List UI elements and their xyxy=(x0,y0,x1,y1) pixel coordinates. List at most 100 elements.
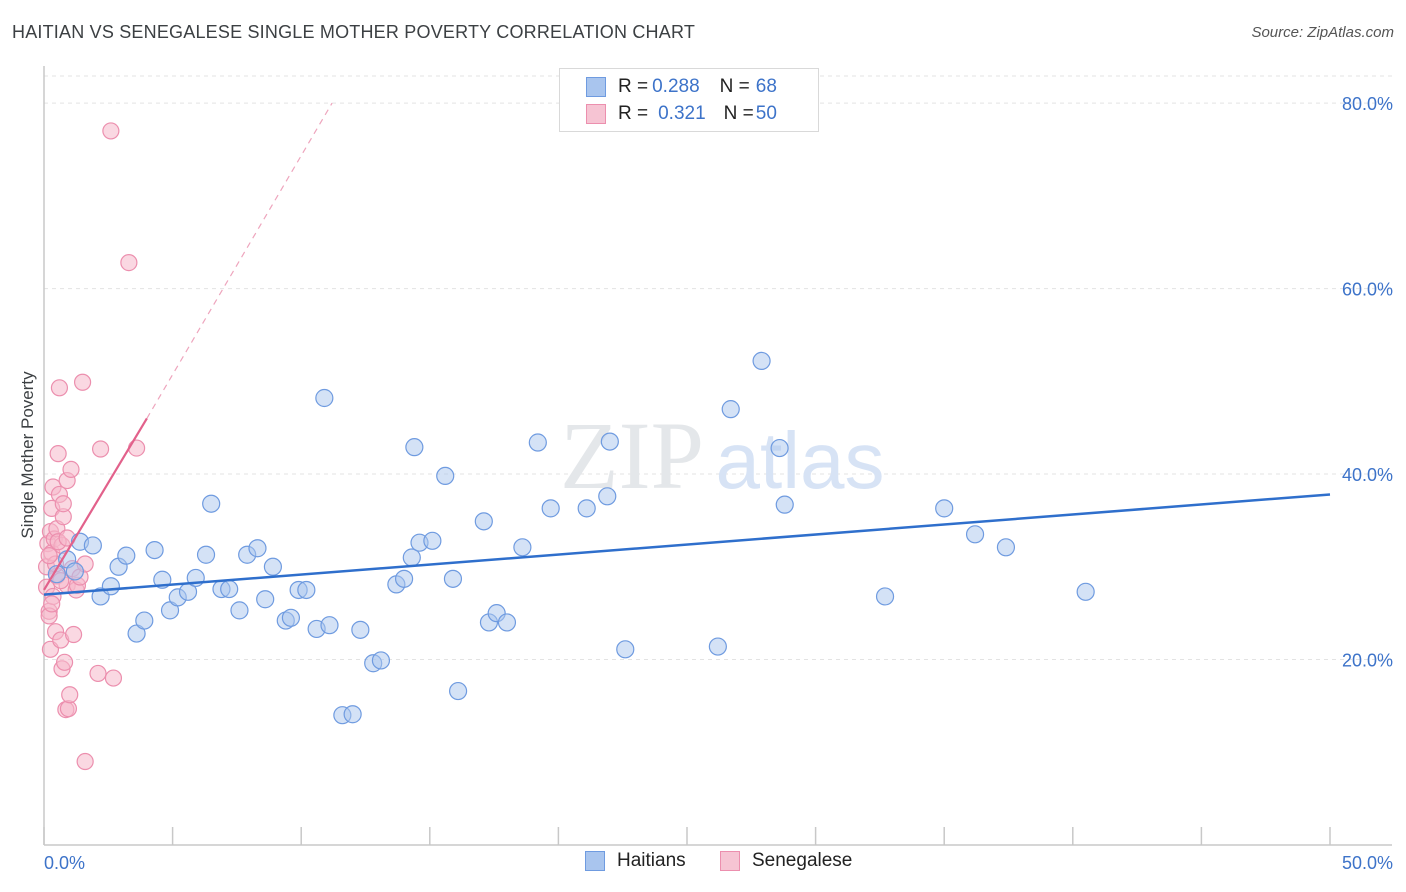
legend-n-value: 68 xyxy=(755,76,777,97)
legend-n-value: 50 xyxy=(755,103,777,124)
haitians-point xyxy=(600,432,619,451)
senegalese-point xyxy=(61,686,79,704)
haitians-point xyxy=(474,512,493,531)
correlation-legend: R = 0.288 N = 68 R = 0.321 N = 50 xyxy=(559,68,819,132)
haitians-point xyxy=(875,587,895,606)
axis-ticks xyxy=(43,827,1331,845)
haitians-point xyxy=(135,611,154,630)
x-tick-label: 0.0% xyxy=(44,853,85,873)
haitians-point xyxy=(577,499,596,518)
haitians-point xyxy=(721,400,740,419)
senegalese-point xyxy=(89,664,107,683)
senegalese-points xyxy=(37,122,146,771)
legend-r-value: 0.288 xyxy=(652,76,700,97)
haitians-point xyxy=(775,495,794,514)
y-tick-label: 20.0% xyxy=(1342,651,1393,671)
y-tick-label: 40.0% xyxy=(1342,465,1393,485)
haitians-point xyxy=(101,577,120,596)
senegalese-point xyxy=(76,752,94,771)
haitians-trend-line xyxy=(43,493,1331,596)
haitians-point xyxy=(423,531,442,550)
legend-r-value: 0.321 xyxy=(658,103,706,124)
haitians-point xyxy=(117,546,136,565)
axes xyxy=(43,66,1392,846)
watermark-zip: ZIP xyxy=(560,402,704,509)
haitians-point xyxy=(965,525,985,544)
haitians-points xyxy=(47,351,1095,725)
y-axis-label: Single Mother Poverty xyxy=(18,371,37,539)
haitians-legend-swatch xyxy=(585,851,605,871)
haitians-point xyxy=(935,499,954,518)
haitians-point xyxy=(230,601,249,620)
haitians-point xyxy=(616,640,635,659)
haitians-point xyxy=(752,351,771,371)
haitians-point xyxy=(443,569,463,588)
haitians-point xyxy=(47,565,66,584)
haitians-point xyxy=(248,539,267,558)
haitians-point xyxy=(513,538,532,557)
haitians-point xyxy=(1076,582,1095,601)
haitians-point xyxy=(320,616,339,635)
senegalese-point xyxy=(127,439,146,457)
watermark-atlas: atlas xyxy=(716,416,885,505)
senegalese-point xyxy=(73,373,92,391)
haitians-point xyxy=(996,538,1016,557)
senegalese-point xyxy=(50,379,69,397)
haitians-point xyxy=(196,545,216,564)
haitians-point xyxy=(371,651,391,670)
senegalese-trend-line xyxy=(43,417,148,591)
chart-title: HAITIAN VS SENEGALESE SINGLE MOTHER POVE… xyxy=(12,22,696,42)
haitians-point xyxy=(263,557,283,576)
haitians-point xyxy=(770,438,789,458)
haitians-point xyxy=(708,637,727,656)
haitians-swatch xyxy=(586,77,606,97)
y-tick-label: 80.0% xyxy=(1342,94,1393,114)
haitians-point xyxy=(541,499,560,518)
haitians-point xyxy=(394,569,414,588)
haitians-point xyxy=(83,536,102,555)
haitians-point xyxy=(297,580,316,600)
trend-lines xyxy=(43,102,1331,596)
senegalese-legend-label: Senegalese xyxy=(752,850,853,871)
senegalese-point xyxy=(104,669,123,687)
watermark: ZIP atlas xyxy=(560,402,884,509)
haitians-point xyxy=(65,562,84,581)
haitians-point xyxy=(351,620,370,639)
senegalese-point xyxy=(43,595,61,613)
legend-r-label: R = xyxy=(618,76,649,97)
legend-row-haitians: R = 0.288 N = 68 xyxy=(586,75,777,99)
senegalese-point xyxy=(54,495,72,513)
legend-n-label: N = xyxy=(723,103,754,124)
haitians-point xyxy=(497,613,517,632)
haitians-point xyxy=(405,438,424,457)
senegalese-trend-extension xyxy=(146,102,333,419)
senegalese-point xyxy=(49,445,67,463)
senegalese-point xyxy=(55,653,74,671)
haitians-point xyxy=(281,608,301,627)
senegalese-point xyxy=(40,547,58,565)
haitians-point xyxy=(598,487,617,506)
senegalese-swatch xyxy=(586,104,606,124)
haitians-point xyxy=(145,540,164,560)
gridlines xyxy=(44,75,1392,661)
tick-labels: 20.0% 40.0% 60.0% 80.0% 0.0% 50.0% xyxy=(44,94,1393,873)
x-tick-label: 50.0% xyxy=(1342,853,1393,873)
source-label: Source: ZipAtlas.com xyxy=(1251,24,1394,41)
legend-r-label: R = xyxy=(618,103,649,124)
legend-item-haitians: Haitians xyxy=(585,850,686,872)
legend-n-label: N = xyxy=(719,76,750,97)
senegalese-point xyxy=(91,440,110,458)
legend-item-senegalese: Senegalese xyxy=(720,850,852,872)
senegalese-point xyxy=(102,122,120,140)
haitians-point xyxy=(315,388,334,408)
legend-row-senegalese: R = 0.321 N = 50 xyxy=(586,102,777,126)
haitians-point xyxy=(528,433,547,452)
haitians-legend-label: Haitians xyxy=(617,850,686,871)
senegalese-point xyxy=(120,254,138,272)
senegalese-point xyxy=(64,625,83,644)
y-tick-label: 60.0% xyxy=(1342,280,1393,300)
senegalese-point xyxy=(62,460,80,479)
haitians-point xyxy=(220,579,239,599)
haitians-point xyxy=(256,590,275,609)
